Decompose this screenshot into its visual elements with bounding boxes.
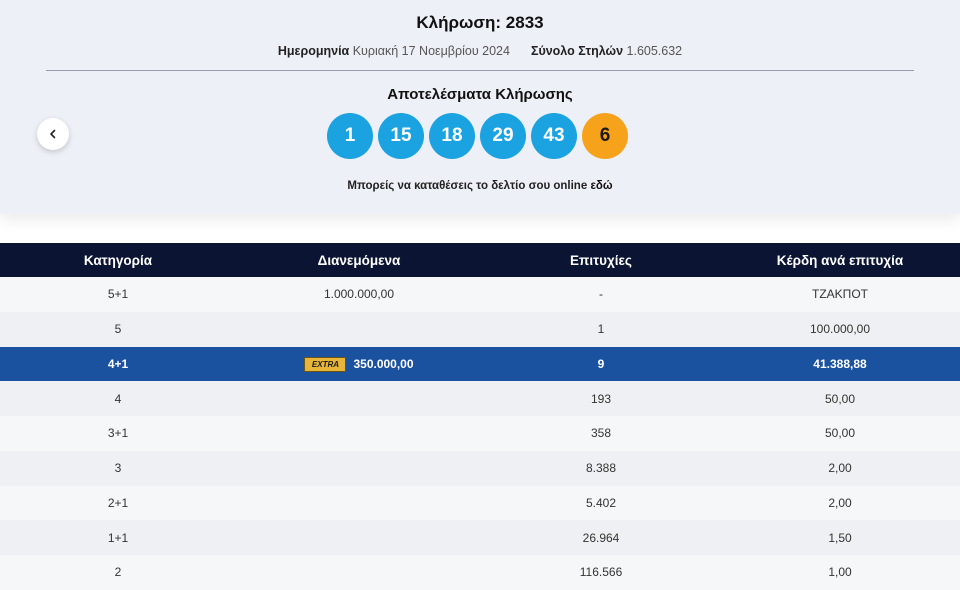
winning-number-ball: 1: [327, 113, 373, 159]
chevron-left-icon: [50, 129, 56, 139]
cell-category: 1+1: [107, 530, 129, 545]
cell-category: 5: [114, 322, 122, 337]
table-row: 1+1 26.964 1,50: [0, 520, 960, 555]
cell-winners: 193: [590, 391, 612, 406]
draw-meta: Ημερομηνία Κυριακή 17 Νοεμβρίου 2024 Σύν…: [0, 44, 960, 58]
previous-draw-button[interactable]: [37, 118, 69, 150]
cell-category: 2+1: [107, 495, 129, 510]
cell-winners: 8.388: [585, 461, 617, 476]
cell-prize: 50,00: [824, 426, 856, 441]
cell-distributed: 1.000.000,00: [323, 287, 395, 302]
cell-prize: 1,00: [828, 565, 852, 580]
table-header-row: Κατηγορία Διανεμόμενα Επιτυχίες Κέρδη αν…: [0, 243, 960, 277]
winning-number-ball: 15: [378, 113, 424, 159]
cell-prize: 100.000,00: [809, 322, 871, 337]
header-category: Κατηγορία: [83, 252, 153, 268]
cell-prize: 2,00: [828, 495, 852, 510]
cell-category: 3+1: [107, 426, 129, 441]
divider: [46, 70, 914, 71]
table-row-highlight: 4+1 EXTRA 350.000,00 9 41.388,88: [0, 346, 960, 382]
cell-category: 2: [114, 565, 122, 580]
cell-winners: 26.964: [582, 530, 620, 545]
cell-distributed: [236, 555, 482, 590]
table-row: 3 8.388 2,00: [0, 450, 960, 486]
table-row: 3+1 358 50,00: [0, 416, 960, 451]
online-note: Μπορείς να καταθέσεις το δελτίο σου onli…: [0, 180, 960, 192]
extra-badge: EXTRA: [304, 356, 347, 372]
cell-prize: ΤΖΑΚΠΟΤ: [812, 287, 868, 302]
cell-prize: 50,00: [824, 391, 856, 406]
cell-winners: 358: [590, 426, 612, 441]
cell-distributed: [236, 312, 482, 347]
distributed-amount: 350.000,00: [353, 357, 414, 372]
date-value: Κυριακή 17 Νοεμβρίου 2024: [352, 44, 510, 58]
header-distributed: Διανεμόμενα: [317, 252, 401, 268]
cell-prize: 2,00: [828, 461, 852, 476]
cell-winners: -: [599, 287, 603, 302]
online-here-link[interactable]: εδώ: [590, 180, 613, 192]
cell-category: 3: [114, 461, 122, 476]
date-label: Ημερομηνία: [277, 44, 350, 58]
table-row: 5+1 1.000.000,00 - ΤΖΑΚΠΟΤ: [0, 277, 960, 312]
columns-value: 1.605.632: [626, 44, 683, 58]
cell-distributed: [236, 451, 482, 486]
cell-distributed: [236, 486, 482, 521]
cell-prize: 1,50: [828, 530, 852, 545]
table-row: 4 193 50,00: [0, 381, 960, 416]
table-row: 2 116.566 1,00: [0, 555, 960, 590]
winning-number-ball: 18: [429, 113, 475, 159]
cell-distributed: [236, 381, 482, 416]
results-title: Αποτελέσματα Κλήρωσης: [387, 86, 573, 103]
cell-winners: 1: [597, 322, 605, 337]
cell-category: 5+1: [107, 287, 129, 302]
header-winners: Επιτυχίες: [570, 252, 632, 268]
table-row: 2+1 5.402 2,00: [0, 485, 960, 521]
cell-distributed: EXTRA 350.000,00: [236, 347, 482, 382]
table-row: 5 1 100.000,00: [0, 311, 960, 347]
prize-table: Κατηγορία Διανεμόμενα Επιτυχίες Κέρδη αν…: [0, 243, 960, 590]
draw-summary-panel: Κλήρωση: 2833 Ημερομηνία Κυριακή 17 Νοεμ…: [0, 0, 960, 214]
cell-category: 4: [114, 391, 122, 406]
online-note-text: Μπορείς να καταθέσεις το δελτίο σου onli…: [347, 180, 588, 192]
header-prize: Κέρδη ανά επιτυχία: [776, 252, 904, 268]
winning-number-ball: 43: [531, 113, 577, 159]
cell-prize: 41.388,88: [813, 356, 867, 371]
columns-label: Σύνολο Στηλών: [530, 44, 624, 58]
cell-distributed: [236, 416, 482, 451]
cell-category: 4+1: [107, 356, 129, 371]
cell-winners: 5.402: [585, 495, 617, 510]
joker-ball: 6: [582, 113, 628, 159]
cell-winners: 9: [597, 356, 605, 371]
winning-numbers: 1 15 18 29 43 6: [327, 113, 633, 159]
cell-distributed: [236, 520, 482, 555]
cell-winners: 116.566: [579, 565, 623, 580]
winning-number-ball: 29: [480, 113, 526, 159]
draw-title: Κλήρωση: 2833: [416, 13, 544, 32]
